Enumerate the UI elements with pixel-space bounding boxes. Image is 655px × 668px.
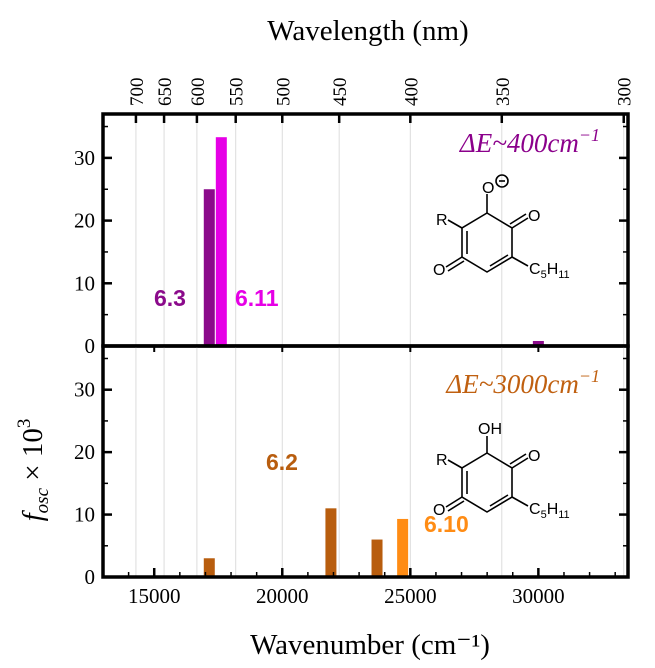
molecule-anion-structure [445,174,529,273]
xtick-label-2: 25000 [384,584,437,608]
ytick-label-p0-3: 30 [74,146,95,170]
ytick-label-p0-0: 0 [85,334,96,358]
molecule-neutral-h: H [547,501,559,518]
bar-p0-s0-0 [203,189,215,346]
molecule-neutral-double-bond-2 [489,494,509,507]
bar-p1-s1-0 [397,518,409,577]
bar-p0-s1-0 [215,137,227,346]
y-axis-title-sub: osc [32,487,53,513]
molecule-anion-charge-circle [495,174,509,188]
molecule-anion-h-sub: 11 [558,269,569,281]
molecule-neutral-oh: OH [478,421,502,438]
series-label-6-10: 6.10 [424,511,469,537]
molecule-neutral-bond-o-left [445,496,463,508]
molecule-anion-ring [461,212,513,273]
molecule-anion-bond-o-right-2 [509,213,527,225]
panel-top-delta-annotation: ΔE~400cm−1 [459,125,600,158]
molecule-anion-bond-o-left [445,256,463,268]
molecule-neutral-o-left: O [433,502,445,519]
x-axis-title: Wavenumber (cm⁻¹) [250,629,490,661]
molecule-anion-o-left: O [433,262,445,279]
molecule-neutral-ring [461,452,513,513]
panel-top-delta-text: ΔE~400cm [459,128,579,158]
toptick-label-8: 300 [615,78,636,107]
toptick-label-5: 450 [330,78,351,107]
xtick-label-1: 20000 [256,584,309,608]
y-axis-title-sup: 3 [14,419,35,429]
ytick-label-p1-1: 10 [74,503,95,527]
bar-p1-s0-2 [371,539,383,577]
molecule-neutral-bond-c5 [511,496,529,507]
panel-top-delta-exp: −1 [579,125,600,145]
toptick-label-7: 350 [493,77,514,106]
molecule-neutral-r: R [436,452,448,469]
molecule-anion-o-right: O [528,208,540,225]
panel-bottom-delta-exp: −1 [579,366,600,386]
bar-p1-s0-0 [203,558,215,577]
series-label-6-2: 6.2 [266,449,298,475]
toptick-label-1: 650 [155,78,176,107]
toptick-label-0: 700 [127,78,148,107]
toptick-label-4: 500 [273,78,294,107]
xtick-label-0: 15000 [128,584,181,608]
molecule-anion-labels: O O O R C5H11 [433,180,570,281]
y-axis-title: fosc × 103 [14,419,53,522]
molecule-neutral-labels: OH O O R C5H11 [433,421,570,521]
ytick-label-p1-2: 20 [74,440,95,464]
molecule-neutral-o-right: O [528,448,540,465]
y-axis-title-times: × 10 [17,428,49,488]
xtick-label-3: 30000 [512,584,565,608]
toptick-label-6: 400 [401,78,422,107]
molecule-anion-r: R [436,212,448,229]
molecule-neutral-bond-o-right [511,457,529,469]
molecule-neutral-bond-o-left-2 [447,500,465,512]
molecule-neutral-c: C [529,501,541,518]
molecule-anion-c5h11: C5H11 [529,261,570,281]
ytick-label-p1-0: 0 [85,565,96,589]
molecule-neutral-h-sub: 11 [558,509,569,521]
bar-p0-s0-1 [532,340,544,346]
molecule-anion-c-sub: 5 [541,269,547,281]
ytick-label-p0-1: 10 [74,271,95,295]
toptick-label-3: 550 [227,78,248,106]
molecule-anion-c: C [529,261,541,278]
panel-frame-1 [101,344,630,579]
molecule-anion-double-bond-2 [489,254,509,267]
molecule-neutral-c-sub: 5 [541,509,547,521]
bar-p1-s0-1 [325,508,337,577]
molecule-anion-bond-c5 [511,256,529,267]
molecule-neutral-structure [445,436,529,513]
molecule-anion-bond-o-right [511,217,529,229]
molecule-neutral-c5h11: C5H11 [529,501,570,521]
series-label-6-11: 6.11 [235,285,279,311]
panel-bottom-delta-annotation: ΔE~3000cm−1 [445,366,600,399]
panel-bottom-delta-text: ΔE~3000cm [445,369,578,399]
toptick-label-2: 600 [188,78,209,107]
series-label-6-3: 6.3 [154,285,186,311]
molecule-anion-o-top: O [482,180,494,197]
ytick-label-p1-3: 30 [74,378,95,402]
molecule-anion-bond-o-left-2 [447,260,465,272]
molecule-anion-bond-r [447,219,463,229]
ytick-label-p0-2: 20 [74,209,95,233]
molecule-neutral-bond-r [447,459,463,469]
molecule-neutral-bond-o-right-2 [509,453,527,465]
molecule-anion-h: H [547,261,559,278]
top-axis-title: Wavelength (nm) [267,15,468,47]
